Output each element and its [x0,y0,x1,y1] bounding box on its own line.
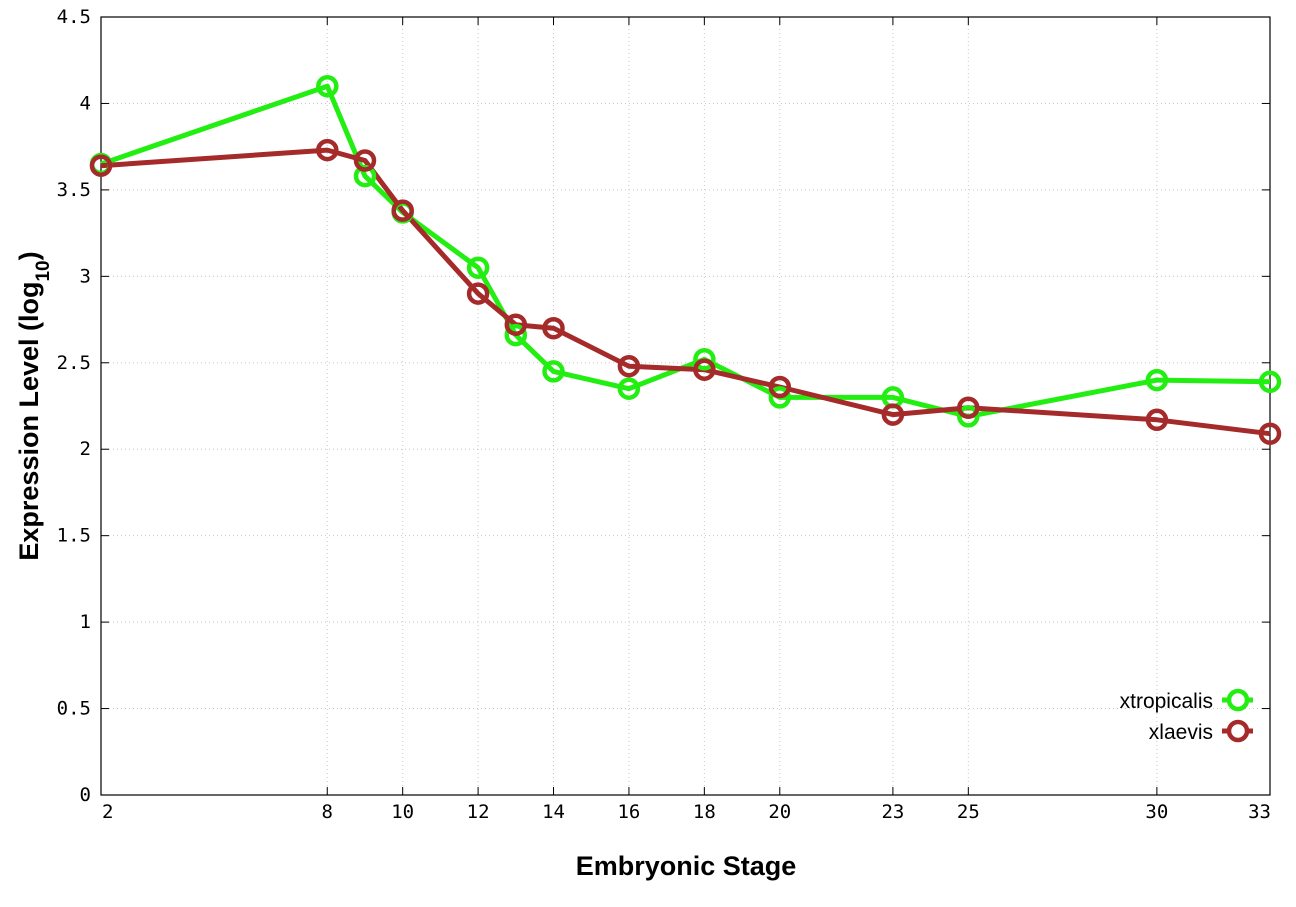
x-tick-label: 14 [542,801,565,823]
x-tick-label: 12 [467,801,490,823]
data-point-xlaevis [1258,422,1282,445]
data-point-xtropicalis [504,323,528,347]
y-axis-title-subscript: 10 [33,260,54,281]
x-tick-label: 8 [322,801,333,823]
data-point-xlaevis [881,403,905,426]
x-axis-title: Embryonic Stage [576,851,797,881]
x-tick-label: 16 [617,801,640,823]
data-point-xlaevis [957,396,980,419]
data-point-xlaevis [617,354,641,378]
y-tick-label: 4 [80,92,91,114]
y-tick-label: 2.5 [57,352,91,374]
x-tick-label: 33 [1248,801,1271,823]
x-tick-label: 10 [391,801,414,823]
x-tick-label: 20 [768,801,791,823]
data-point-xlaevis [542,316,565,340]
y-tick-label: 1.5 [57,525,91,547]
legend-label-xtropicalis: xtropicalis [1120,690,1213,713]
legend-marker-xlaevis [1226,719,1250,743]
y-axis-title: Expression Level (log10) [14,251,54,560]
y-tick-label: 0 [80,784,91,806]
legend-marker-xtropicalis [1226,688,1250,712]
y-axis-title-suffix: ) [14,251,44,260]
y-axis-title-main: Expression Level (log [14,282,44,561]
y-tick-label: 2 [80,438,91,460]
data-point-xlaevis [353,149,377,172]
data-point-xtropicalis [353,164,377,188]
legend: xtropicalis xlaevis [1120,688,1253,744]
grid-lines [101,17,1270,795]
data-point-xtropicalis [316,74,339,98]
y-tick-label: 0.5 [57,698,91,720]
axis-ticks: 0 0.5 1 1.5 2 2.5 3 3.5 4 4.5 2 8 10 12 14 16 18 20 23 25 30… [57,6,1271,823]
data-point-xlaevis [693,358,716,381]
data-point-xlaevis [391,199,414,222]
data-point-xtropicalis [693,348,716,371]
data-point-xtropicalis [1258,370,1282,394]
data-point-xtropicalis [1145,368,1169,392]
series-layer [89,74,1282,445]
data-point-xtropicalis [617,377,641,400]
x-tick-label: 23 [881,801,904,823]
x-tick-label: 2 [102,801,113,823]
data-point-xlaevis [466,282,490,305]
data-point-xtropicalis [542,360,565,383]
y-tick-label: 3.5 [57,179,91,201]
x-tick-label: 25 [957,801,980,823]
data-point-xlaevis [89,154,113,177]
y-tick-label: 4.5 [57,6,91,28]
y-tick-label: 1 [80,611,91,633]
data-point-xlaevis [316,138,339,162]
legend-label-xlaevis: xlaevis [1149,721,1213,744]
plot-frame [100,16,1271,796]
data-point-xlaevis [1145,408,1169,432]
data-point-xtropicalis [957,405,980,428]
data-point-xlaevis [768,375,792,399]
data-point-xtropicalis [768,386,792,409]
y-tick-label: 3 [80,265,91,287]
data-point-xlaevis [504,313,528,336]
x-tick-label: 30 [1145,801,1168,823]
x-tick-label: 18 [693,801,716,823]
data-point-xtropicalis [466,256,490,279]
